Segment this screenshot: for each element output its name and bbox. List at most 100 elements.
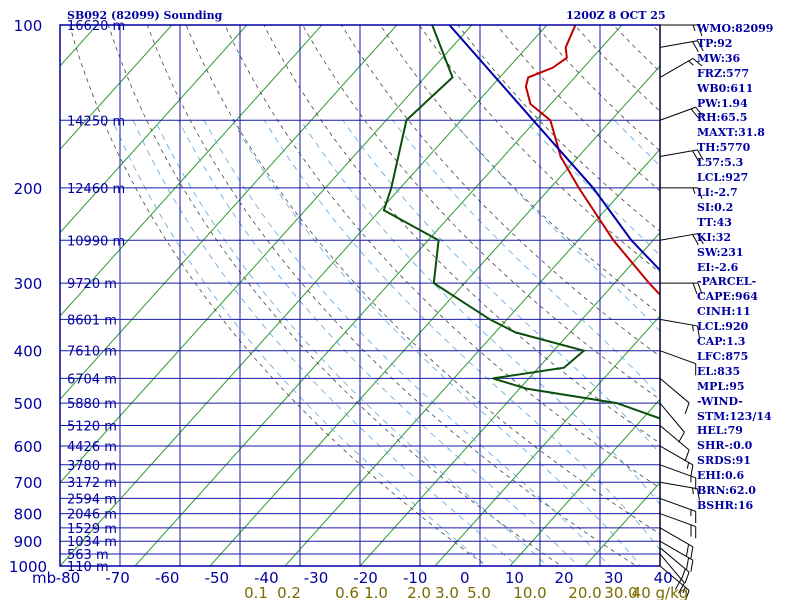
- moist-adiabat-line: [232, 120, 642, 566]
- moist-adiabat-line: [263, 120, 660, 551]
- index-item: MW:36: [697, 51, 741, 65]
- mixing-ratio-label: 2.0: [407, 584, 431, 600]
- wind-barb: [659, 402, 685, 443]
- dry-adiabat-line: [146, 25, 638, 566]
- wind-barb: [659, 233, 704, 245]
- height-label: 2594 m: [67, 492, 117, 507]
- index-item: EL:835: [697, 364, 741, 378]
- temperature-tick-label: 40: [654, 569, 673, 587]
- wind-barb: [659, 527, 694, 559]
- temperature-tick-label: 10: [505, 569, 524, 587]
- index-item: EI:-2.6: [697, 260, 739, 274]
- index-item: SHR-:0.0: [697, 439, 753, 453]
- mixing-ratio-labels: 0.1 0.2 0.6 1.0 2.0 3.0 5.0 10.0 20.0 30.040 g/kg: [244, 584, 688, 600]
- temperature-line: [524, 25, 660, 297]
- mixing-ratio-label: 1.0: [364, 584, 388, 600]
- height-label: 2046 m: [67, 508, 117, 523]
- index-item: WMO:82099: [697, 22, 774, 35]
- mixing-ratio-label: 20.0: [568, 584, 601, 600]
- pressure-tick-label: 200: [14, 180, 43, 198]
- height-label: 3780 m: [67, 459, 117, 474]
- index-item: WB0:611: [697, 81, 754, 95]
- wind-barb: [659, 445, 694, 477]
- isotherm-line: [584, 481, 660, 566]
- index-item: TT:43: [697, 215, 732, 229]
- height-label: 563 m: [67, 548, 109, 563]
- temperature-tick-label: -10: [403, 569, 428, 587]
- height-label: 110 m: [67, 560, 109, 575]
- temperature-axis-labels: mb -80 -70 -60 -50 -40 -30 -20 -10 0 10 20 30 40: [32, 569, 673, 587]
- moist-adiabat-line: [132, 120, 518, 566]
- pressure-axis-labels: 100 200 300 400 500 600 700 800 900 1000: [9, 17, 47, 576]
- parcel-line: [448, 25, 660, 272]
- wind-barb: [659, 547, 690, 584]
- wind-barb: [659, 540, 694, 572]
- index-item: SI:0.2: [697, 200, 734, 214]
- wind-barb: [659, 378, 690, 414]
- isotherm-line: [284, 148, 660, 566]
- wind-barb: [659, 553, 685, 594]
- pressure-tick-label: 300: [14, 275, 43, 293]
- temperature-tick-label: -20: [353, 569, 378, 587]
- index-item: FRZ:577: [697, 66, 750, 80]
- isotherm-line: [134, 25, 623, 566]
- height-label: 10990 m: [67, 234, 125, 249]
- dry-adiabat-line: [418, 25, 660, 273]
- index-item: RH:65.5: [697, 111, 748, 125]
- temperature-tick-label: -60: [155, 569, 180, 587]
- moist-adiabat-line: [342, 120, 660, 455]
- wind-barb: [659, 464, 697, 490]
- index-item: TP:92: [697, 36, 733, 50]
- isotherm-line: [509, 398, 660, 566]
- mixing-ratio-label: 40 g/kg: [632, 584, 689, 600]
- pressure-tick-label: 100: [14, 17, 43, 35]
- index-item: BRN:62.0: [697, 484, 756, 498]
- index-item: CAPE:964: [697, 290, 758, 304]
- wind-barb: [659, 40, 704, 53]
- index-item: KI:32: [697, 230, 732, 244]
- moist-adiabat-line: [300, 120, 660, 505]
- isotherm-lines: [60, 25, 660, 566]
- mixing-ratio-label: 3.0: [435, 584, 459, 600]
- wind-barb: [659, 318, 700, 338]
- index-item: -WIND-: [697, 394, 743, 408]
- pressure-tick-label: 600: [14, 438, 43, 456]
- mixing-ratio-label: 10.0: [513, 584, 546, 600]
- index-item: EHI:0.6: [697, 469, 745, 483]
- pressure-tick-label: 900: [14, 533, 43, 551]
- pressure-tick-label: 500: [14, 395, 43, 413]
- isotherm-line: [359, 231, 660, 566]
- height-label: 14250 m: [67, 114, 125, 129]
- mixing-ratio-label: 0.6: [335, 584, 359, 600]
- isotherm-line: [60, 25, 248, 234]
- moist-adiabat-line: [154, 120, 549, 566]
- pressure-unit-label: mb: [32, 569, 56, 587]
- station-title: SB092 (82099) Sounding: [67, 9, 223, 22]
- dry-adiabat-line: [263, 25, 660, 444]
- dry-adiabat-line: [224, 25, 660, 489]
- index-item: L57:5.3: [697, 156, 744, 170]
- index-item: SW:231: [697, 245, 744, 259]
- index-item: LCL:920: [697, 320, 749, 334]
- height-label: 8601 m: [67, 313, 117, 328]
- pressure-tick-label: 800: [14, 506, 43, 524]
- wind-barb: [659, 425, 690, 462]
- mixing-ratio-label: 5.0: [467, 584, 491, 600]
- index-item: LI:-2.7: [697, 185, 738, 199]
- height-label: 16620 m: [67, 19, 125, 34]
- wind-barb: [659, 106, 704, 121]
- wind-barb: [659, 57, 703, 78]
- wind-barb: [660, 282, 703, 295]
- stability-indices-panel: WMO:82099 TP:92 MW:36 FRZ:577 WB0:611 PW:1.94…: [697, 22, 800, 514]
- isotherm-line: [60, 25, 398, 401]
- mixing-ratio-label: 0.1: [244, 584, 268, 600]
- temperature-tick-label: -80: [56, 569, 81, 587]
- dry-adiabat-lines: [69, 25, 660, 566]
- isotherm-line: [60, 25, 473, 484]
- wind-barb-profile: [659, 24, 704, 600]
- temperature-tick-label: -40: [254, 569, 279, 587]
- index-item: CINH:11: [697, 305, 751, 319]
- index-item: SRDS:91: [697, 454, 751, 468]
- wind-barb: [659, 149, 704, 162]
- isotherm-line: [60, 25, 173, 151]
